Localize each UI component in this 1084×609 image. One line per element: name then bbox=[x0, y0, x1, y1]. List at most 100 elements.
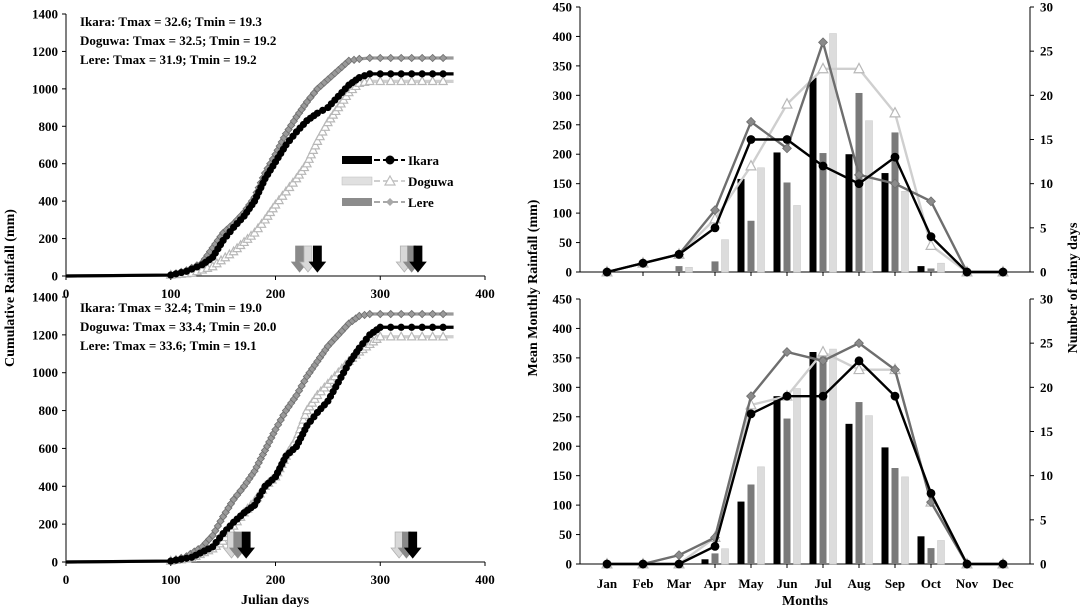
bar-ikara bbox=[845, 423, 853, 564]
x-axis-title: Months bbox=[782, 594, 828, 609]
rainy-days-point-ikara bbox=[746, 135, 756, 144]
data-point-ikara bbox=[397, 70, 405, 78]
x-tick-label: Jun bbox=[777, 576, 799, 591]
data-point-doguwa bbox=[438, 330, 449, 341]
y-tick-label: 350 bbox=[553, 350, 573, 365]
data-point-lere bbox=[428, 53, 437, 63]
y-tick-label: 400 bbox=[553, 321, 573, 336]
data-point-lere bbox=[417, 53, 427, 63]
bar-lere bbox=[783, 418, 791, 564]
y-tick-label: 400 bbox=[39, 479, 59, 494]
x-tick-label: Apr bbox=[704, 576, 727, 591]
rainy-days-point-ikara bbox=[890, 152, 900, 162]
rainy-days-point-ikara bbox=[890, 391, 900, 401]
rainy-days-point-ikara bbox=[602, 267, 612, 277]
data-point-lere bbox=[386, 309, 395, 319]
bar-ikara bbox=[917, 536, 925, 564]
y-tick-label: 200 bbox=[553, 439, 573, 454]
rainy-days-point-ikara bbox=[818, 391, 828, 401]
rainy-days-point-ikara bbox=[638, 559, 648, 569]
bar-doguwa bbox=[937, 262, 945, 273]
data-point-lere bbox=[438, 53, 448, 63]
x-tick-label: Nov bbox=[956, 576, 979, 591]
rainy-days-point-doguwa bbox=[889, 106, 901, 118]
data-point-lere bbox=[365, 53, 374, 63]
data-point-lere bbox=[355, 54, 364, 64]
bar-ikara bbox=[773, 396, 781, 564]
x-tick-label: Mar bbox=[667, 576, 692, 591]
annotation-doguwa: Doguwa: Tmax = 33.4; Tmin = 20.0 bbox=[80, 319, 276, 334]
data-point-doguwa bbox=[314, 130, 326, 141]
down-arrow-icon bbox=[409, 245, 427, 273]
rainy-days-point-ikara bbox=[926, 232, 936, 242]
data-point-ikara bbox=[429, 323, 437, 331]
y-tick-label: 200 bbox=[39, 231, 59, 246]
y-tick-label: 0 bbox=[52, 269, 59, 284]
y-tick-label: 800 bbox=[39, 403, 59, 418]
cumulative-rainfall-top-panel: 0 200 400 600 800 1000 1200 1400 0 100 200 300 400 I… bbox=[32, 7, 495, 302]
rainy-days-point-ikara bbox=[674, 249, 684, 259]
data-point-doguwa bbox=[298, 414, 309, 424]
bar-ikara bbox=[809, 352, 817, 564]
y-tick-label: 100 bbox=[553, 498, 573, 513]
bar-doguwa bbox=[901, 191, 909, 273]
data-point-doguwa bbox=[308, 144, 319, 154]
bar-doguwa bbox=[757, 167, 765, 273]
bar-ikara bbox=[773, 152, 781, 272]
x-tick-label: Feb bbox=[633, 576, 654, 591]
rainy-days-point-doguwa bbox=[925, 238, 937, 250]
data-point-doguwa bbox=[427, 330, 438, 341]
data-point-doguwa bbox=[406, 330, 417, 341]
rainy-days-point-ikara bbox=[998, 267, 1008, 277]
x-tick-label: Oct bbox=[921, 576, 942, 591]
rainy-days-point-lere bbox=[818, 355, 828, 366]
rainy-days-point-doguwa bbox=[817, 345, 829, 357]
data-point-doguwa bbox=[317, 126, 328, 136]
rainy-days-point-ikara bbox=[962, 559, 972, 569]
y2-tick-label: 25 bbox=[1040, 336, 1054, 351]
bar-lere bbox=[819, 354, 827, 564]
bar-doguwa bbox=[829, 33, 837, 273]
x-tick-label: Jan bbox=[597, 576, 618, 591]
data-point-ikara bbox=[408, 323, 416, 331]
legend-ikara-marker bbox=[385, 155, 395, 165]
y-tick-label: 50 bbox=[559, 527, 572, 542]
y2-tick-label: 5 bbox=[1040, 512, 1047, 527]
data-point-doguwa bbox=[427, 75, 438, 86]
bar-lere bbox=[819, 153, 827, 272]
y-tick-label: 1200 bbox=[32, 327, 58, 342]
monthly-rainfall-bottom-panel: 0 50 100 150 200 250 300 350 400 450 0 5 10 15 20 25 30 J… bbox=[553, 292, 1054, 609]
y2-tick-label: 30 bbox=[1040, 0, 1053, 15]
data-point-ikara bbox=[397, 323, 405, 331]
y-tick-label: 250 bbox=[553, 117, 573, 132]
data-point-doguwa bbox=[396, 75, 407, 86]
annotation-ikara: Ikara: Tmax = 32.4; Tmin = 19.0 bbox=[80, 300, 262, 315]
annotation-ikara: Ikara: Tmax = 32.6; Tmin = 19.3 bbox=[80, 14, 262, 29]
y-tick-label: 400 bbox=[39, 194, 59, 209]
rainy-days-point-lere bbox=[854, 169, 864, 180]
data-point-lere bbox=[302, 97, 312, 107]
y-tick-label: 1200 bbox=[32, 44, 58, 59]
x-tick-label: Jul bbox=[814, 576, 832, 591]
data-point-lere bbox=[376, 309, 385, 319]
y2-tick-label: 20 bbox=[1040, 88, 1053, 103]
y2-tick-label: 10 bbox=[1040, 176, 1053, 191]
bar-ikara bbox=[701, 559, 709, 564]
y-tick-label: 1000 bbox=[32, 365, 58, 380]
rainy-days-point-lere bbox=[854, 338, 864, 349]
y-tick-label: 200 bbox=[553, 147, 573, 162]
down-arrow-icon bbox=[403, 531, 422, 559]
rainy-days-point-doguwa bbox=[853, 62, 865, 74]
data-point-doguwa bbox=[301, 157, 313, 168]
y-tick-label: 600 bbox=[39, 441, 59, 456]
rainy-days-point-ikara bbox=[674, 559, 684, 569]
rainy-days-point-doguwa bbox=[781, 97, 793, 109]
bar-doguwa bbox=[865, 120, 873, 273]
y2-tick-label: 0 bbox=[1040, 557, 1047, 572]
x-tick-label: Aug bbox=[847, 576, 871, 591]
x-tick-label: 100 bbox=[161, 286, 181, 301]
y2-tick-label: 10 bbox=[1040, 468, 1053, 483]
bar-doguwa bbox=[937, 540, 945, 565]
legend-ikara-label: Ikara bbox=[408, 153, 440, 168]
rainy-days-point-ikara bbox=[962, 267, 972, 277]
